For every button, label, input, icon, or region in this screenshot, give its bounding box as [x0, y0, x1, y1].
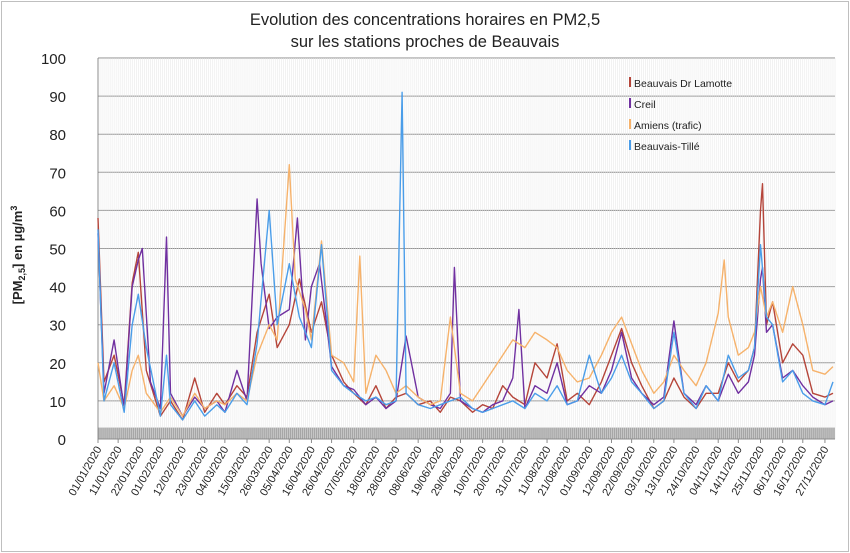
y-tick-label: 100	[41, 51, 66, 68]
legend-item: Beauvais Dr Lamotte	[629, 77, 732, 90]
series-line	[97, 182, 834, 421]
y-tick-label: 60	[49, 203, 66, 220]
grid-layer	[97, 57, 836, 440]
y-tick-label: 40	[49, 280, 66, 297]
y-tick-label: 10	[49, 394, 66, 411]
chart-title: Evolution des concentrations horaires en…	[250, 11, 600, 29]
y-axis-ticks: 0 10 20 30 40 50 60 70 80 90 100	[41, 51, 66, 449]
series-layer	[97, 91, 834, 421]
series-line	[97, 91, 834, 421]
y-axis-label: [PM2,5] en µg/m3	[9, 206, 27, 305]
y-tick-label: 0	[58, 432, 66, 449]
series-line	[97, 163, 834, 417]
y-tick-label: 90	[49, 89, 66, 106]
y-tick-label: 50	[49, 242, 66, 259]
y-tick-label: 80	[49, 127, 66, 144]
chart-legend: Beauvais Dr Lamotte Creil Amiens (trafic) B…	[629, 77, 732, 153]
legend-label: Amiens (trafic)	[634, 120, 702, 132]
x-axis-ticks: 01/01/202011/01/202022/01/202001/02/2020…	[67, 439, 832, 498]
legend-item: Amiens (trafic)	[629, 119, 702, 132]
y-tick-label: 30	[49, 318, 66, 335]
legend-label: Beauvais Dr Lamotte	[634, 78, 732, 90]
legend-label: Creil	[634, 99, 656, 111]
y-tick-label: 20	[49, 356, 66, 373]
legend-item: Beauvais-Tillé	[629, 140, 700, 153]
legend-label: Beauvais-Tillé	[634, 141, 700, 153]
legend-item: Creil	[629, 98, 656, 111]
y-tick-label: 70	[49, 165, 66, 182]
chart-subtitle: sur les stations proches de Beauvais	[291, 33, 560, 51]
